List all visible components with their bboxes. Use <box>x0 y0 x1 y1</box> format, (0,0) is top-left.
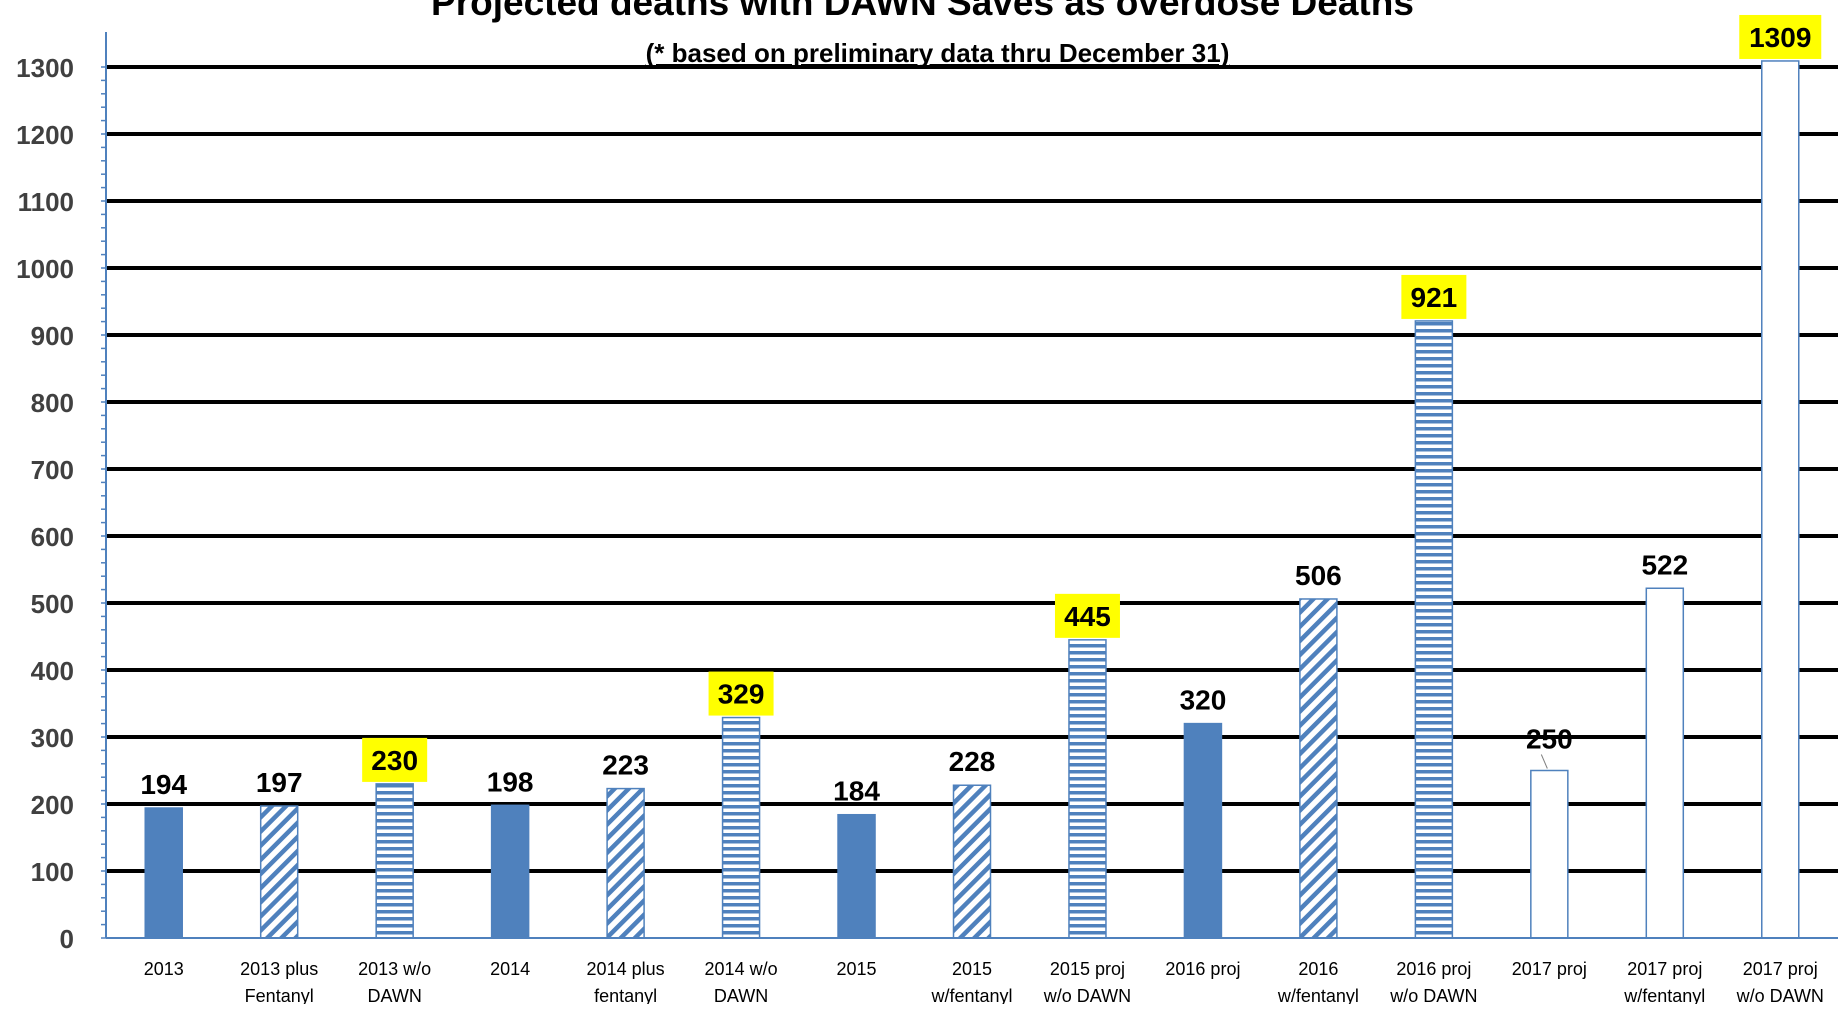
x-tick-label: 2013 <box>144 959 184 979</box>
data-label: 320 <box>1180 685 1227 716</box>
x-tick-label: 2016 proj <box>1165 959 1240 979</box>
data-label-highlight <box>1054 593 1120 638</box>
x-tick-label: 2017 proj <box>1627 959 1702 979</box>
y-tick-label: 800 <box>31 388 74 418</box>
y-tick-label: 1200 <box>16 120 74 150</box>
data-label: 1309 <box>1749 22 1811 53</box>
y-tick-label: 200 <box>31 790 74 820</box>
bar <box>606 787 645 939</box>
data-label: 921 <box>1411 282 1458 313</box>
data-label: 184 <box>833 776 880 807</box>
data-label: 194 <box>140 769 187 800</box>
x-tick-label: 2017 proj <box>1512 959 1587 979</box>
chart-title: Projected deaths with DAWN Saves as over… <box>431 0 1414 23</box>
data-label: 250 <box>1526 724 1573 755</box>
x-tick-label: 2014 w/o <box>705 959 778 979</box>
data-label-highlight <box>1401 274 1467 319</box>
y-tick-label: 1300 <box>16 53 74 83</box>
bar <box>837 813 876 939</box>
chart-subtitle: (* based on preliminary data thru Decemb… <box>645 38 1230 68</box>
data-label: 445 <box>1064 601 1111 632</box>
data-label: 230 <box>371 745 418 776</box>
y-tick-label: 400 <box>31 656 74 686</box>
x-tick-label: w/fentanyl <box>930 986 1012 1004</box>
bar <box>721 716 761 939</box>
data-label: 223 <box>602 750 649 781</box>
data-label-highlight <box>708 671 774 716</box>
y-tick-label: 500 <box>31 589 74 619</box>
x-tick-label: 2013 plus <box>240 959 318 979</box>
x-tick-label: 2017 proj <box>1743 959 1818 979</box>
x-tick-label: w/o DAWN <box>1389 986 1477 1004</box>
data-label: 329 <box>718 679 765 710</box>
y-tick-label: 1000 <box>16 254 74 284</box>
x-tick-label: 2016 <box>1298 959 1338 979</box>
bar <box>1183 722 1223 939</box>
y-tick-label: 1100 <box>18 187 74 217</box>
bar <box>490 804 530 939</box>
y-tick-label: 600 <box>31 522 74 552</box>
data-label: 197 <box>256 767 303 798</box>
bar <box>1299 598 1338 939</box>
x-tick-label: w/fentanyl <box>1623 986 1705 1004</box>
data-label: 522 <box>1641 549 1688 580</box>
data-label: 228 <box>949 746 996 777</box>
y-tick-label: 700 <box>31 455 74 485</box>
x-tick-label: DAWN <box>714 986 768 1004</box>
x-tick-label: DAWN <box>368 986 422 1004</box>
data-label-leader <box>1540 754 1548 769</box>
x-tick-label: 2015 proj <box>1050 959 1125 979</box>
y-tick-label: 300 <box>31 723 74 753</box>
data-label-highlight <box>1739 14 1822 59</box>
bar <box>1645 587 1685 939</box>
x-tick-label: 2013 w/o <box>358 959 431 979</box>
y-tick-label: 900 <box>31 321 74 351</box>
x-tick-label: 2015 <box>952 959 992 979</box>
data-label-highlight <box>362 737 428 782</box>
bar <box>1068 639 1107 939</box>
bar <box>952 784 992 939</box>
x-tick-label: 2016 proj <box>1396 959 1471 979</box>
bar <box>1761 60 1800 939</box>
x-tick-label: Fentanyl <box>245 986 314 1004</box>
x-tick-label: 2015 <box>837 959 877 979</box>
y-tick-label: 0 <box>60 924 74 954</box>
bar <box>1414 320 1454 939</box>
bar <box>1530 769 1569 939</box>
x-tick-label: w/o DAWN <box>1043 986 1131 1004</box>
x-tick-label: w/o DAWN <box>1736 986 1824 1004</box>
y-tick-label: 100 <box>31 857 74 887</box>
x-tick-label: fentanyl <box>594 986 657 1004</box>
bar <box>375 783 414 939</box>
bar <box>144 807 183 939</box>
data-label: 198 <box>487 766 534 797</box>
x-tick-label: 2014 <box>490 959 530 979</box>
x-tick-label: 2014 plus <box>587 959 665 979</box>
data-label: 506 <box>1295 560 1342 591</box>
bar <box>259 805 299 939</box>
x-tick-label: w/fentanyl <box>1277 986 1359 1004</box>
